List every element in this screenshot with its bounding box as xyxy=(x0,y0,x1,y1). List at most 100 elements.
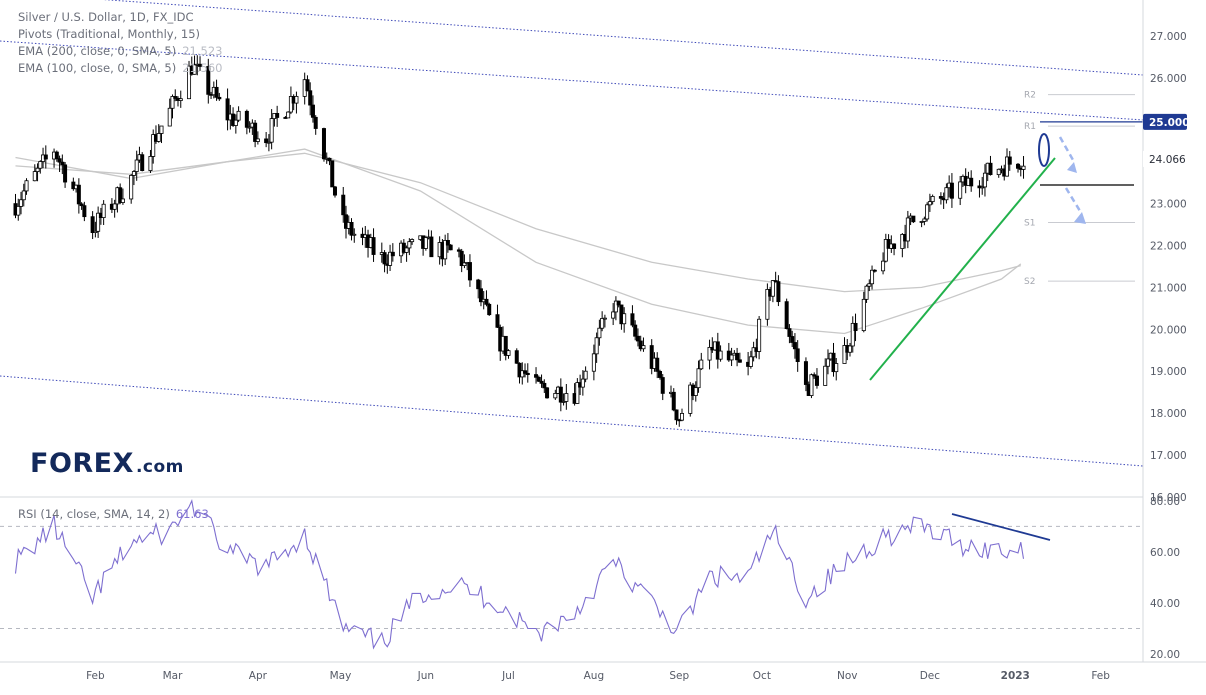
candle-body xyxy=(187,65,192,100)
candle-body xyxy=(349,222,354,236)
candle-body xyxy=(693,387,698,396)
rsi-tick-label: 20.00 xyxy=(1150,649,1180,661)
candle-body xyxy=(848,345,853,353)
candle-body xyxy=(553,393,558,399)
candle-body xyxy=(919,221,924,223)
candle-body xyxy=(938,196,943,199)
candle-body xyxy=(834,363,839,373)
candle-body xyxy=(456,249,461,252)
candle-body xyxy=(1007,156,1012,165)
candle-body xyxy=(151,134,156,157)
time-tick-label: Feb xyxy=(86,670,105,682)
candle-body xyxy=(748,356,753,367)
candle-body xyxy=(591,353,596,372)
forecast-arrowhead-2 xyxy=(1074,212,1086,224)
candle-body xyxy=(476,279,481,290)
candle-body xyxy=(751,347,756,358)
candle-body xyxy=(269,118,274,143)
candle-body xyxy=(812,374,817,377)
candle-body xyxy=(688,384,693,414)
candle-body xyxy=(881,260,886,272)
candle-body xyxy=(870,269,875,285)
candle-body xyxy=(253,122,258,142)
candle-body xyxy=(382,252,387,265)
candle-body xyxy=(770,280,775,297)
candle-body xyxy=(930,196,935,203)
candle-body xyxy=(787,328,792,337)
price-tick-label: 20.000 xyxy=(1150,324,1187,336)
candle-body xyxy=(101,203,106,218)
candle-body xyxy=(602,317,607,320)
candle-body xyxy=(583,370,588,380)
candle-body xyxy=(57,158,62,163)
candle-body xyxy=(429,236,434,258)
candle-body xyxy=(580,378,585,388)
candle-body xyxy=(996,168,1001,176)
candle-body xyxy=(448,244,453,251)
candle-body xyxy=(773,280,778,283)
rsi-divergence-line xyxy=(951,513,1051,541)
candle-body xyxy=(330,160,335,188)
legend-ema200-label: EMA (200, close, 0, SMA, 5) xyxy=(18,44,177,58)
time-tick-label: Aug xyxy=(584,670,605,682)
candle-body xyxy=(192,64,197,75)
candle-body xyxy=(630,313,635,326)
candle-body xyxy=(495,314,500,328)
candle-body xyxy=(861,298,866,332)
candle-body xyxy=(718,350,723,360)
candle-body xyxy=(206,66,211,95)
candle-body xyxy=(305,79,310,92)
pivot-label: S2 xyxy=(1024,277,1035,287)
legend-ema200: EMA (200, close, 0, SMA, 5) 21.523 xyxy=(18,43,222,60)
candle-body xyxy=(321,128,326,160)
candle-body xyxy=(459,250,464,267)
candle-body xyxy=(803,361,808,385)
candle-body xyxy=(842,345,847,364)
candle-body xyxy=(905,217,910,242)
candle-body xyxy=(247,126,252,129)
forecast-arrowhead-1 xyxy=(1067,162,1077,173)
candle-body xyxy=(19,199,24,207)
candle-body xyxy=(809,374,814,396)
forex-logo: FOREX .com xyxy=(30,448,184,479)
candle-body xyxy=(332,186,337,196)
candle-body xyxy=(443,240,448,260)
legend-rsi-value: 61.63 xyxy=(175,507,209,521)
candle-body xyxy=(525,372,530,375)
legend-ema200-value: 21.523 xyxy=(182,44,223,58)
candle-body xyxy=(795,348,800,362)
legend-ema100-value: 21.560 xyxy=(182,61,223,75)
rsi-tick-label: 80.00 xyxy=(1150,496,1180,508)
forecast-arrow-1 xyxy=(1058,136,1075,161)
candle-body xyxy=(462,262,467,267)
candle-body xyxy=(680,413,685,421)
pivot-label: R1 xyxy=(1024,122,1036,132)
candle-body xyxy=(520,370,525,378)
candle-body xyxy=(823,365,828,386)
candle-body xyxy=(558,386,563,403)
time-tick-label: 2023 xyxy=(1001,670,1030,682)
candle-body xyxy=(178,98,183,101)
candle-body xyxy=(423,237,428,249)
candle-body xyxy=(131,171,136,176)
candle-body xyxy=(927,201,932,206)
last-price-tag xyxy=(1143,150,1187,167)
candle-body xyxy=(371,237,376,255)
time-tick-label: May xyxy=(330,670,352,682)
candle-body xyxy=(831,352,836,373)
candle-body xyxy=(96,212,101,232)
ema-line xyxy=(15,152,1021,293)
rsi-tick-label: 40.00 xyxy=(1150,598,1180,610)
candle-body xyxy=(506,350,511,356)
candle-body xyxy=(853,322,858,332)
candle-body xyxy=(503,335,508,356)
candle-body xyxy=(264,138,269,144)
time-tick-label: Jun xyxy=(417,670,434,682)
ema-line xyxy=(15,148,1022,335)
candle-body xyxy=(214,86,219,98)
price-tick-label: 21.000 xyxy=(1150,282,1187,294)
candle-body xyxy=(715,341,720,360)
candle-body xyxy=(173,96,178,99)
candle-body xyxy=(275,113,280,118)
